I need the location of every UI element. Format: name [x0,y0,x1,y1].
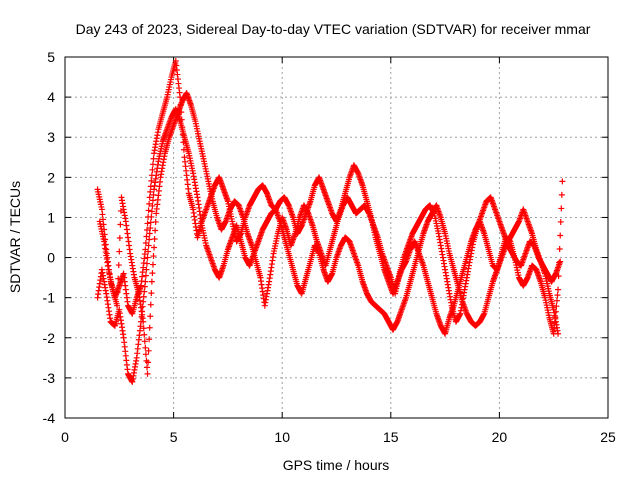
data-point-interp [141,283,148,290]
data-point-interp [147,224,154,231]
data-point-interp [143,260,150,267]
data-point-interp [147,301,154,308]
x-tick-label: 0 [61,429,69,445]
data-point-interp [116,248,123,255]
data-point-interp [145,248,152,255]
data-point-interp [142,344,149,351]
y-tick-label: 0 [47,250,55,266]
data-point-interp [554,292,561,299]
data-point-interp [147,313,154,320]
data-point-interp [115,262,122,269]
data-point-interp [142,351,149,358]
plot-frame [64,56,609,419]
data-point [140,318,147,325]
data-series [94,58,566,385]
data-point-interp [150,253,157,260]
data-point-interp [99,211,106,218]
data-point-interp [145,242,152,249]
y-axis-title: SDTVAR / TECUs [7,181,23,293]
data-point-interp [144,220,151,227]
data-point-interp [151,236,158,243]
y-tick-label: -1 [43,290,56,306]
data-point [144,370,151,377]
data-point-interp [143,226,150,233]
data-point-interp [143,364,150,371]
y-tick-labels: -4 -3 -2 -1 0 1 2 3 4 5 [43,49,56,426]
data-point-interp [148,177,155,184]
x-tick-label: 20 [492,429,508,445]
data-point [98,206,105,213]
x-tick-label: 10 [274,429,290,445]
data-point-interp [143,266,150,273]
data-point-interp [558,205,565,212]
data-point-interp [146,236,153,243]
chart-title: Day 243 of 2023, Sidereal Day-to-day VTE… [76,21,591,37]
data-point [557,258,564,265]
data-point-interp [114,289,121,296]
y-tick-label: 2 [47,169,55,185]
y-tick-label: 3 [47,129,55,145]
data-point [559,178,566,185]
x-tick-label: 25 [600,429,616,445]
data-point-interp [140,325,147,332]
data-point-interp [553,297,560,304]
data-point-interp [558,191,565,198]
y-tick-label: -4 [43,410,56,426]
x-axis-title: GPS time / hours [283,457,390,473]
data-point-interp [150,155,157,162]
data-point-interp [145,207,152,214]
y-tick-label: 4 [47,89,55,105]
x-tick-labels: 0 5 10 15 20 25 [61,429,616,445]
data-point-interp [146,324,153,331]
data-point-interp [557,232,564,239]
x-tick-label: 15 [383,429,399,445]
data-point-interp [149,270,156,277]
y-tick-label: 1 [47,209,55,225]
y-tick-label: -2 [43,330,56,346]
data-point [142,278,149,285]
data-point-interp [148,213,155,220]
data-point-interp [141,288,148,295]
data-point-interp [152,218,159,225]
y-tick-label: -3 [43,370,56,386]
data-point-interp [117,221,124,228]
data-point-interp [147,188,154,195]
y-tick-label: 5 [47,49,55,65]
data-point-interp [141,338,148,345]
data-point-interp [148,208,155,215]
data-point [148,278,155,285]
data-point [146,230,153,237]
data-point-interp [149,261,156,268]
data-point-interp [149,166,156,173]
data-point-interp [148,290,155,297]
data-point [555,286,562,293]
data-point-interp [142,272,149,279]
data-point-interp [152,227,159,234]
data-point-interp [556,246,563,253]
data-point-interp [115,275,122,282]
data-point-interp [146,336,153,343]
data-point-interp [144,254,151,261]
data-point-interp [149,202,156,209]
data-point-interp [146,200,153,207]
x-tick-label: 5 [170,429,178,445]
data-point-interp [100,216,107,223]
data-point-interp [145,347,152,354]
data-point-interp [141,331,148,338]
data-point-interp [557,218,564,225]
series-track-2 [94,106,562,385]
data-point-interp [151,244,158,251]
series-track-1 [94,58,566,337]
data-point-interp [143,233,150,240]
data-point-interp [145,359,152,366]
data-point-interp [116,235,123,242]
data-point [114,302,121,309]
series-track-3 [96,90,564,377]
data-point [146,194,153,201]
data-point [555,330,562,337]
